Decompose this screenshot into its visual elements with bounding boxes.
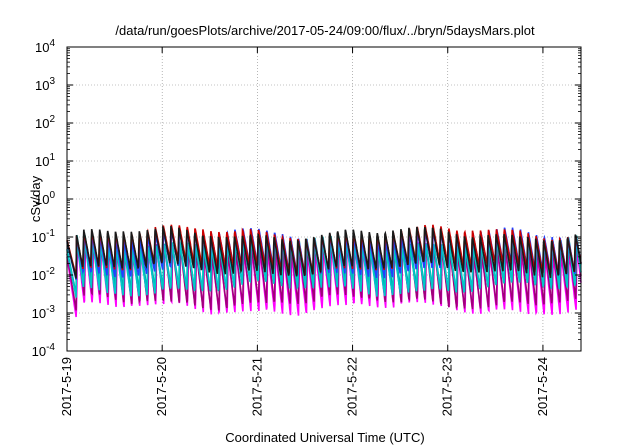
y-tick-label: 10-1 [32, 228, 56, 245]
series-line [66, 235, 582, 298]
chart-title: /data/run/goesPlots/archive/2017-05-24/0… [115, 23, 535, 38]
y-tick-label: 10-4 [32, 342, 56, 359]
y-tick-label: 102 [35, 114, 55, 131]
y-tick-label: 104 [35, 38, 55, 55]
y-axis: 10-4 10-3 10-2 10-1 100 101 102 103 104 [32, 38, 581, 359]
x-axis: 2017-5-19 2017-5-20 2017-5-21 2017-5-22 2017… [59, 47, 550, 416]
x-tick-label: 2017-5-20 [154, 357, 169, 416]
series-line [66, 224, 582, 279]
x-tick-label: 2017-5-22 [345, 357, 360, 416]
y-tick-label: 101 [35, 152, 55, 169]
x-axis-label: Coordinated Universal Time (UTC) [225, 430, 424, 445]
x-tick-label: 2017-5-23 [440, 357, 455, 416]
y-tick-label: 100 [35, 190, 55, 207]
y-tick-label: 103 [35, 76, 55, 93]
x-tick-label: 2017-5-21 [249, 357, 264, 416]
y-axis-label: cSv/day [28, 175, 43, 222]
plot-series [66, 224, 582, 318]
x-tick-label: 2017-5-19 [59, 357, 74, 416]
y-tick-label: 10-3 [32, 304, 56, 321]
y-tick-label: 10-2 [32, 266, 56, 283]
x-tick-label: 2017-5-24 [535, 357, 550, 416]
